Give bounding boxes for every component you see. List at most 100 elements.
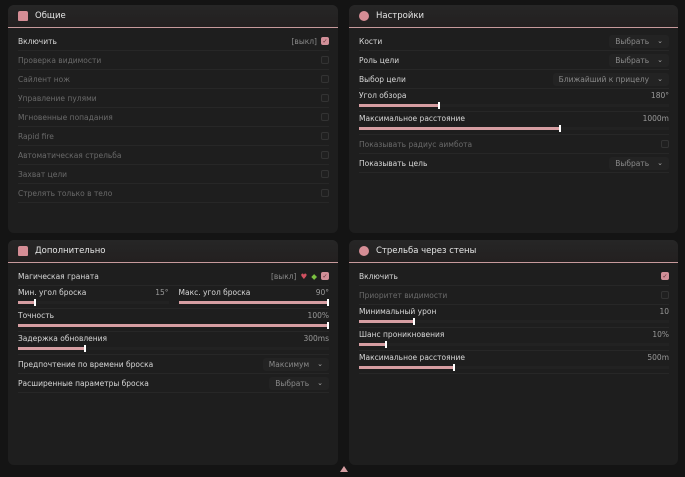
- row-controls: [321, 113, 329, 121]
- checkbox[interactable]: [321, 189, 329, 197]
- walls-body: Включить ✓ Приоритет видимости Минимальный …: [349, 263, 678, 374]
- check-row[interactable]: Проверка видимости: [18, 51, 329, 70]
- checkbox[interactable]: [321, 170, 329, 178]
- keybind[interactable]: [выкл]: [291, 36, 317, 46]
- select-row[interactable]: Расширенные параметры броска Выбрать ⌄: [18, 374, 329, 393]
- slider-track[interactable]: [359, 341, 669, 348]
- checkbox[interactable]: ✓: [321, 37, 329, 45]
- slider-handle[interactable]: [327, 322, 329, 329]
- row-label: Включить: [359, 271, 398, 281]
- checkbox[interactable]: [321, 113, 329, 121]
- slider-handle[interactable]: [453, 364, 456, 371]
- resize-handle[interactable]: [340, 466, 348, 472]
- row-controls: Выбрать ⌄: [269, 376, 329, 390]
- dropdown[interactable]: Выбрать ⌄: [609, 156, 669, 170]
- checkbox[interactable]: ✓: [661, 272, 669, 280]
- slider-handle[interactable]: [558, 125, 561, 132]
- checkbox[interactable]: [321, 132, 329, 140]
- max-angle-slider[interactable]: Макс. угол броска 90°: [178, 288, 329, 306]
- slider-handle[interactable]: [384, 341, 387, 348]
- check-row[interactable]: Показывать радиус аимбота: [359, 135, 669, 154]
- slider-handle[interactable]: [437, 102, 440, 109]
- extra-title: Дополнительно: [35, 246, 106, 256]
- slider-track[interactable]: [359, 125, 669, 132]
- select-row[interactable]: Показывать цель Выбрать ⌄: [359, 154, 669, 173]
- slider-handle[interactable]: [412, 318, 415, 325]
- general-body: Включить [выкл] ✓ Проверка видимости Сайлент…: [8, 28, 338, 203]
- check-row[interactable]: Rapid fire: [18, 127, 329, 146]
- check-row[interactable]: Стрелять только в тело: [18, 184, 329, 203]
- row-label: Мгновенные попадания: [18, 112, 113, 122]
- slider-row[interactable]: Точность 100%: [18, 309, 329, 332]
- grenade-checkbox[interactable]: ✓: [321, 272, 329, 280]
- slider-track[interactable]: [359, 364, 669, 371]
- slider-fill: [359, 127, 561, 130]
- check-row[interactable]: Захват цели: [18, 165, 329, 184]
- walls-header: Стрельба через стены: [349, 240, 678, 263]
- row-controls: [321, 75, 329, 83]
- slider-track[interactable]: [18, 345, 329, 352]
- walls-title: Стрельба через стены: [376, 246, 477, 256]
- select-row[interactable]: Кости Выбрать ⌄: [359, 32, 669, 51]
- slider-row[interactable]: Шанс проникновения 10%: [359, 328, 669, 351]
- slider-row[interactable]: Минимальный урон 10: [359, 305, 669, 328]
- slider-row[interactable]: Максимальное расстояние 500m: [359, 351, 669, 374]
- slider-handle[interactable]: [327, 299, 329, 306]
- slider-fill: [18, 324, 329, 327]
- row-controls: ✓: [661, 272, 669, 280]
- check-row[interactable]: Автоматическая стрельба: [18, 146, 329, 165]
- dropdown[interactable]: Выбрать ⌄: [269, 376, 329, 390]
- checkbox[interactable]: [321, 151, 329, 159]
- dropdown[interactable]: Выбрать ⌄: [609, 34, 669, 48]
- min-angle-slider[interactable]: Мин. угол броска 15°: [18, 288, 169, 306]
- dropdown[interactable]: Выбрать ⌄: [609, 53, 669, 67]
- slider-row[interactable]: Максимальное расстояние 1000m: [359, 112, 669, 135]
- dropdown-value: Ближайший к прицелу: [558, 74, 650, 84]
- chevron-down-icon: ⌄: [657, 159, 663, 167]
- check-row[interactable]: Мгновенные попадания: [18, 108, 329, 127]
- slider-handle[interactable]: [34, 299, 37, 306]
- person-icon: [18, 11, 28, 21]
- check-row[interactable]: Включить [выкл] ✓: [18, 32, 329, 51]
- slider-track[interactable]: [359, 318, 669, 325]
- select-row[interactable]: Выбор цели Ближайший к прицелу ⌄: [359, 70, 669, 89]
- chevron-down-icon: ⌄: [317, 360, 323, 368]
- select-row[interactable]: Роль цели Выбрать ⌄: [359, 51, 669, 70]
- settings-body: Кости Выбрать ⌄ Роль цели Выбрать ⌄ Выбор цели…: [349, 28, 678, 173]
- min-angle-value: 15°: [155, 288, 169, 297]
- general-header: Общие: [8, 5, 338, 28]
- slider-track[interactable]: [18, 299, 169, 306]
- row-label: Расширенные параметры броска: [18, 378, 149, 388]
- dropdown[interactable]: Ближайший к прицелу ⌄: [552, 72, 669, 86]
- check-row[interactable]: Приоритет видимости: [359, 286, 669, 305]
- checkbox[interactable]: [321, 94, 329, 102]
- checkbox[interactable]: [661, 140, 669, 148]
- chevron-down-icon: ⌄: [657, 75, 663, 83]
- checkbox[interactable]: [321, 56, 329, 64]
- slider-track[interactable]: [18, 322, 329, 329]
- checkbox[interactable]: [321, 75, 329, 83]
- slider-track[interactable]: [359, 102, 669, 109]
- gem-icon: ◆: [311, 271, 317, 281]
- check-row[interactable]: Управление пулями: [18, 89, 329, 108]
- check-row[interactable]: Сайлент нож: [18, 70, 329, 89]
- row-controls: [321, 170, 329, 178]
- slider-row[interactable]: Угол обзора 180°: [359, 89, 669, 112]
- dropdown[interactable]: Максимум ⌄: [262, 357, 329, 371]
- check-row[interactable]: Включить ✓: [359, 267, 669, 286]
- slider-value: 1000m: [642, 114, 669, 123]
- slider-header: Шанс проникновения 10%: [359, 330, 669, 339]
- dropdown-value: Выбрать: [615, 55, 650, 65]
- slider-fill: [178, 301, 329, 304]
- settings-header: Настройки: [349, 5, 678, 28]
- general-panel: Общие Включить [выкл] ✓ Проверка видимости С…: [8, 5, 338, 233]
- checkbox[interactable]: [661, 291, 669, 299]
- grenade-row[interactable]: Магическая граната [выкл] ♥ ◆ ✓: [18, 267, 329, 286]
- slider-track[interactable]: [178, 299, 329, 306]
- slider-row[interactable]: Задержка обновления 300ms: [18, 332, 329, 355]
- slider-handle[interactable]: [84, 345, 87, 352]
- slider-header: Точность 100%: [18, 311, 329, 320]
- keybind[interactable]: [выкл]: [270, 271, 297, 281]
- slider-label: Точность: [18, 311, 55, 320]
- select-row[interactable]: Предпочтение по времени броска Максимум ⌄: [18, 355, 329, 374]
